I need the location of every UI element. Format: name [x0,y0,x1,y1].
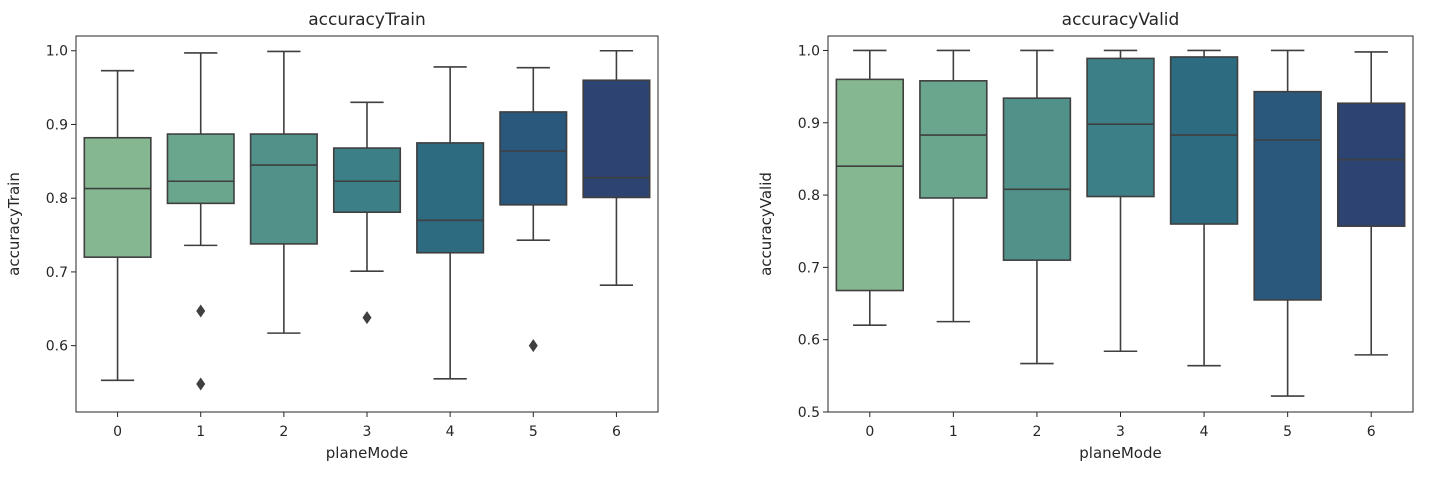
y-tick-label: 0.5 [798,405,820,421]
iqr-box [1253,90,1322,301]
outlier-point [196,377,206,391]
box-2 [1002,49,1072,365]
iqr-box [835,78,905,292]
x-tick-label: 6 [612,424,621,440]
x-tick-label: 1 [196,424,205,440]
y-axis-label: accuracyValid [757,172,775,276]
box-4 [1169,49,1239,367]
x-tick-label: 2 [279,424,288,440]
x-tick-label: 5 [529,424,538,440]
y-tick-label: 0.6 [46,339,68,355]
x-tick-label: 2 [1032,424,1041,440]
outlier-point [528,339,538,353]
x-tick-label: 5 [1283,424,1292,440]
iqr-box [919,80,988,199]
x-tick-label: 1 [949,424,958,440]
iqr-box [249,133,318,245]
box-3 [332,101,402,325]
y-tick-label: 0.8 [46,191,68,207]
box-6 [1336,51,1406,356]
x-tick-label: 4 [446,424,455,440]
iqr-box [1086,57,1155,198]
box-4 [416,66,485,380]
box-2 [249,50,318,334]
y-axis-label: accuracyTrain [5,172,23,276]
iqr-box [1169,56,1239,225]
y-tick-label: 0.7 [46,265,68,281]
box-1 [166,52,235,391]
y-tick-label: 0.6 [798,333,820,349]
chart-title: accuracyValid [1062,10,1180,30]
outlier-point [362,311,372,325]
chart-title: accuracyTrain [308,10,426,30]
chart-panel-1: accuracyValid 0.5 0.6 0.7 0.8 0.9 1.0 0 1 2 3 4 5 6 pl… [757,10,1414,462]
box-5 [499,66,568,353]
x-axis-label: planeMode [326,444,409,462]
x-tick-label: 4 [1200,424,1209,440]
box-3 [1086,49,1155,353]
iqr-box [332,147,402,214]
box-6 [582,49,651,286]
iqr-box [582,79,651,199]
x-tick-label: 3 [363,424,372,440]
iqr-box [416,142,485,254]
box-0 [835,49,905,327]
chart-panel-0: accuracyTrain 0.6 0.7 0.8 0.9 1.0 0 1 2 3 4 5 6 plane… [5,10,659,462]
y-tick-label: 0.8 [798,188,820,204]
outlier-point [196,304,206,318]
x-axis-label: planeMode [1079,444,1162,462]
x-tick-label: 0 [865,424,874,440]
box-0 [83,69,152,382]
x-tick-label: 3 [1116,424,1125,440]
box-5 [1253,49,1322,397]
y-tick-label: 0.7 [798,260,820,276]
x-tick-label: 0 [113,424,122,440]
y-tick-label: 0.9 [46,117,68,133]
y-tick-label: 0.9 [798,116,820,132]
x-tick-label: 6 [1367,424,1376,440]
iqr-box [1336,102,1406,227]
iqr-box [499,111,568,206]
iqr-box [1002,97,1072,261]
iqr-box [166,133,235,205]
y-tick-label: 1.0 [46,44,68,60]
y-tick-label: 1.0 [798,43,820,59]
box-1 [919,49,988,323]
iqr-box [83,136,152,258]
